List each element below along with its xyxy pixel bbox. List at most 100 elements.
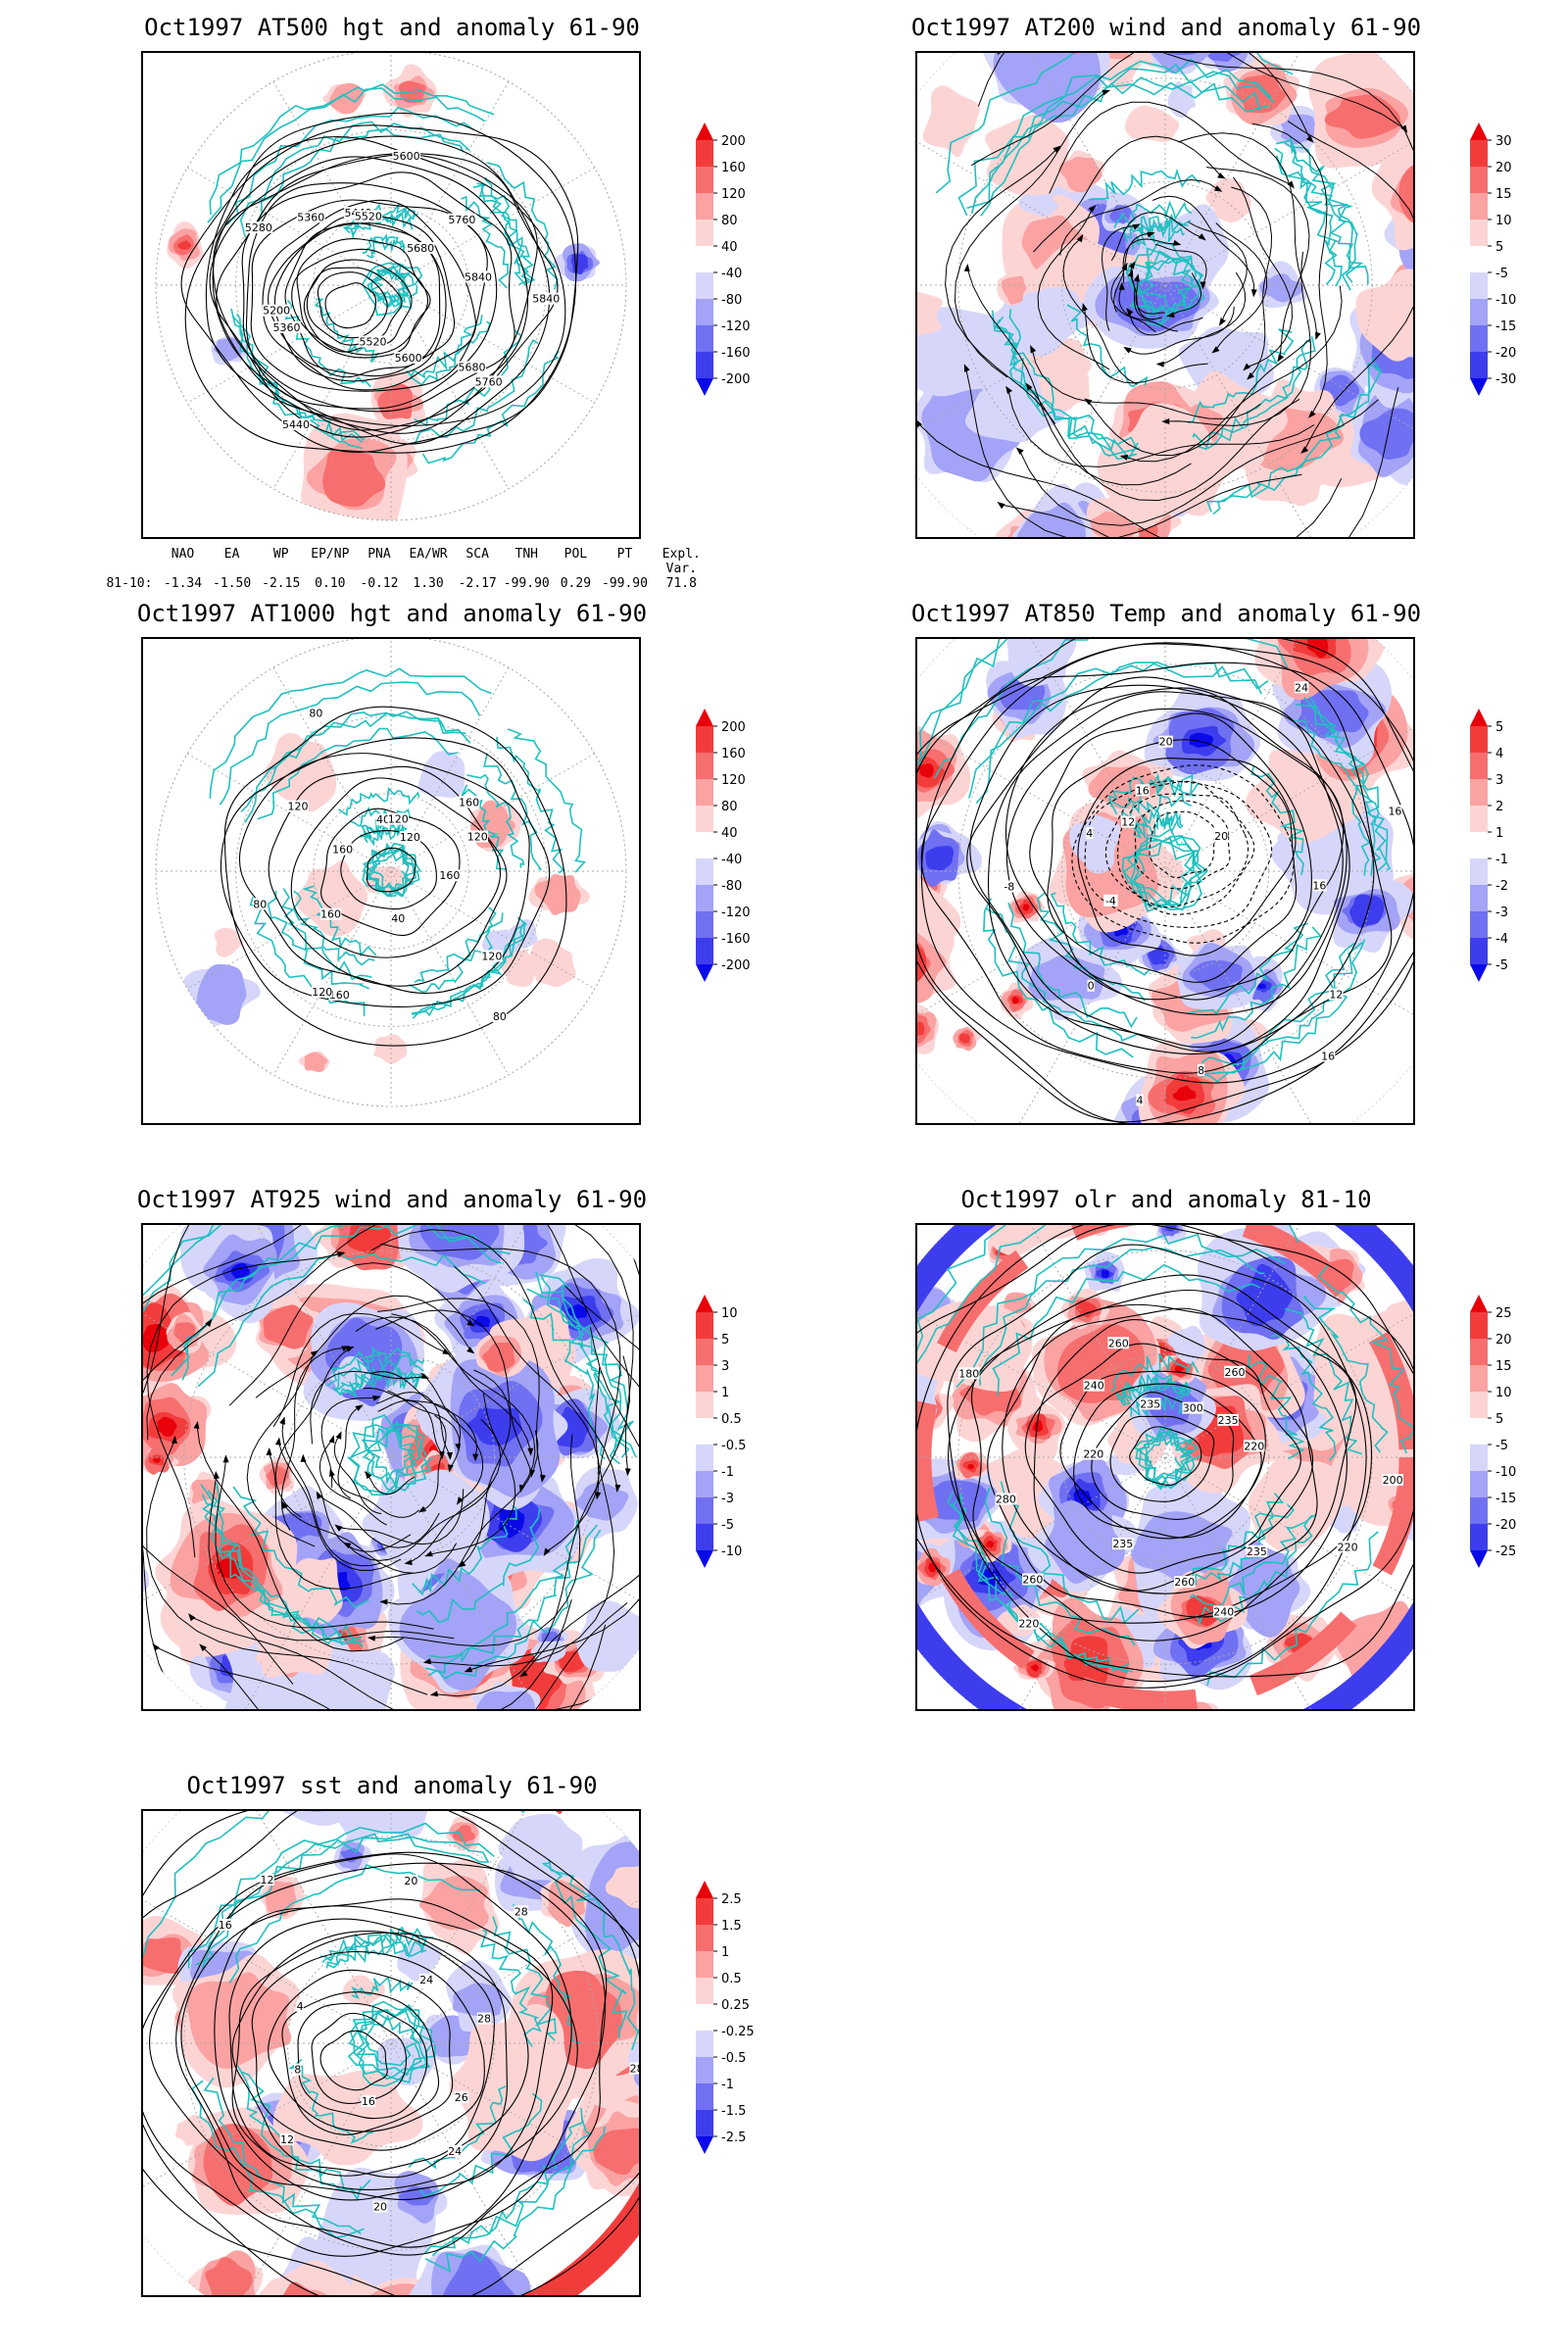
contour-label-bg (447, 213, 476, 225)
contour-line (1004, 687, 1348, 1015)
streamline (1113, 233, 1151, 313)
colorbar-arrow-top (1470, 709, 1488, 726)
colorbar-label: 10 (1495, 214, 1512, 228)
colorbar-arrow-top (696, 1881, 713, 1898)
coastline (917, 1225, 1311, 1361)
coastline (424, 1524, 599, 1674)
contour-line (317, 271, 388, 339)
coastline (347, 1423, 434, 1495)
contour-label: 160 (439, 869, 460, 882)
contour-label: 260 (1224, 1366, 1245, 1379)
contour-label-bg (1329, 988, 1344, 1001)
colorbar-segment (696, 193, 713, 220)
contour-label-bg (1388, 805, 1402, 817)
streamline (966, 268, 1192, 486)
coastline (1289, 136, 1364, 283)
contour-label: 16 (219, 1919, 232, 1932)
colorbar-segment (696, 1978, 713, 2004)
streamline (347, 1481, 493, 1561)
streamline-arrow (417, 1505, 427, 1513)
negative-anomaly (1142, 53, 1219, 74)
colorbar-label: -200 (721, 958, 751, 973)
streamline-arrow (365, 1470, 372, 1480)
negative-anomaly (1163, 1225, 1177, 1232)
coastline (1130, 839, 1203, 909)
colorbar-label: 10 (1495, 1386, 1512, 1400)
contour-label: 5360 (297, 211, 324, 223)
contour-line (268, 214, 456, 377)
colorbar-segment (696, 1392, 713, 1418)
colorbar-label: 15 (1495, 187, 1512, 202)
contour-label: 220 (1083, 1447, 1103, 1460)
streamline-arrow (1198, 233, 1206, 241)
colorbar: 10 5 3 1 0.5 -0.5 -1 -3 -5 -10 (686, 1295, 804, 1623)
streamline-arrow (1166, 312, 1175, 318)
panel-at500: Oct1997 AT500 hgt and anomaly 61-90 5840… (0, 0, 784, 591)
contour-label-bg (375, 813, 391, 826)
streamline (1001, 387, 1399, 537)
positive-anomaly (1012, 997, 1019, 1004)
streamline-arrow (1172, 239, 1182, 246)
streamline-arrow (446, 1451, 453, 1460)
contour-label-bg (474, 375, 504, 388)
colorbar-arrow-bottom (1470, 1550, 1488, 1568)
contour-label-bg (272, 320, 301, 333)
positive-anomaly (917, 289, 943, 346)
negative-anomaly (1203, 53, 1245, 62)
streamline (461, 1369, 512, 1566)
contour-line (1077, 758, 1297, 956)
contour-label-bg (466, 830, 489, 843)
coastline (935, 53, 1294, 194)
streamline-arrow (379, 1598, 388, 1605)
negative-anomaly (436, 2250, 518, 2295)
colorbar-segment (1470, 832, 1488, 858)
coastline (350, 212, 414, 239)
meridian-line (917, 127, 1413, 443)
colorbar-label: 40 (721, 826, 738, 841)
meridian-line (143, 1886, 639, 2201)
contour-label-bg (476, 2012, 492, 2025)
coastline (917, 639, 1308, 784)
colorbar-segment (696, 140, 713, 167)
streamline (202, 1602, 628, 1709)
streamline-arrow (466, 1347, 475, 1354)
index-header: PNA (368, 547, 391, 562)
expl-var-header: Expl. Var. (662, 547, 701, 576)
contour-label: 8 (294, 2064, 301, 2077)
coastline (1145, 1431, 1195, 1482)
negative-anomaly (1018, 194, 1059, 218)
colorbar-label: -200 (721, 372, 751, 387)
coastline (1138, 1428, 1191, 1490)
positive-anomaly (264, 732, 337, 812)
negative-anomaly (1101, 1269, 1110, 1279)
colorbar-segment (696, 1951, 713, 1978)
colorbar-segment (696, 779, 713, 806)
colorbar-segment (696, 858, 713, 885)
streamline-arrow (1147, 231, 1155, 238)
contour-label-bg (458, 361, 486, 373)
coastline (288, 2058, 373, 2144)
outer-latitude-circle (155, 639, 627, 1107)
streamline (228, 1262, 471, 1406)
streamline (1028, 386, 1300, 502)
colorbar-segment (696, 1418, 713, 1445)
streamline (1231, 186, 1273, 377)
colorbar-label: -15 (1495, 1492, 1516, 1506)
contour-line (1109, 1415, 1215, 1502)
colorbar-label: 5 (1495, 240, 1503, 255)
coastline (427, 1529, 602, 1680)
contour-label: 12 (1329, 989, 1343, 1002)
coastline (479, 1929, 542, 2047)
streamline (1118, 286, 1179, 332)
contour-label-bg (1086, 827, 1094, 840)
contour-label-bg (296, 211, 325, 223)
streamline-arrow (1200, 281, 1206, 290)
contour-label: 120 (481, 950, 502, 962)
streamline (1287, 121, 1413, 451)
negative-anomaly (575, 1483, 629, 1521)
positive-anomaly (986, 1540, 995, 1548)
colorbar-label: 200 (721, 720, 746, 735)
colorbar-label: -3 (721, 1492, 734, 1506)
polar-map: 28 26 24 20 16 12 8 4 16 12 20 24 28 28 (141, 1809, 641, 2297)
streamline (468, 1327, 639, 1671)
